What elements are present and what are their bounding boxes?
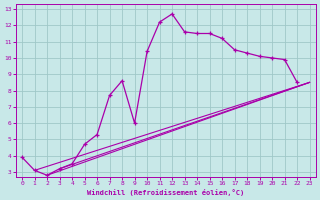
- X-axis label: Windchill (Refroidissement éolien,°C): Windchill (Refroidissement éolien,°C): [87, 189, 244, 196]
